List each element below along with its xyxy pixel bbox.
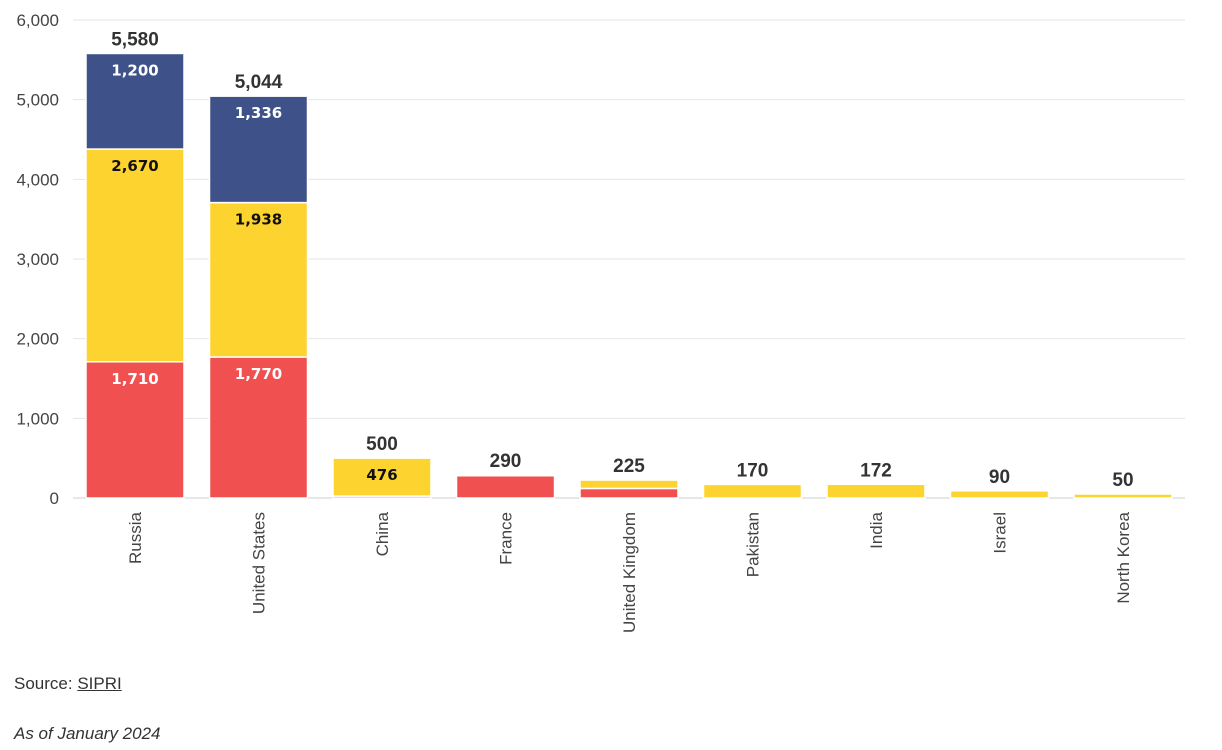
x-tick-label: France xyxy=(497,512,516,565)
bar-red-united-states xyxy=(208,356,309,499)
total-label: 170 xyxy=(737,460,769,481)
bar-blue-united-states xyxy=(208,95,309,204)
segment-label: 2,670 xyxy=(111,157,158,175)
bar-yellow-north-korea xyxy=(1073,493,1173,499)
segment-label: 1,200 xyxy=(111,61,158,79)
total-label: 5,044 xyxy=(235,72,283,93)
total-label: 290 xyxy=(490,451,522,472)
x-tick-label: United Kingdom xyxy=(620,512,639,633)
bar-yellow-india xyxy=(826,483,926,499)
y-tick-label: 1,000 xyxy=(16,409,59,428)
bar-yellow-united-states xyxy=(208,201,309,358)
segment-label: 1,336 xyxy=(235,104,282,122)
x-tick-label: Pakistan xyxy=(744,512,763,577)
segment-label: 1,938 xyxy=(235,211,282,229)
x-tick-label: North Korea xyxy=(1114,511,1133,603)
x-tick-label: Russia xyxy=(126,511,145,564)
bar-yellow-united-kingdom xyxy=(579,479,679,490)
x-tick-label: India xyxy=(867,511,886,548)
chart-svg: 0 1,000 2,000 3,000 4,000 5,000 6,000 1,710 2,67… xyxy=(16,11,1185,633)
y-tick-label: 5,000 xyxy=(16,91,59,110)
y-tick-label: 3,000 xyxy=(16,250,59,269)
total-label: 172 xyxy=(860,460,892,481)
total-label: 50 xyxy=(1112,470,1133,491)
x-tick-label: Israel xyxy=(991,512,1010,554)
segment-label: 476 xyxy=(366,466,397,484)
bar-yellow-france xyxy=(455,474,556,477)
total-label: 90 xyxy=(989,467,1010,488)
bar-yellow-china xyxy=(332,457,432,497)
bar-red-united-kingdom xyxy=(579,487,679,499)
source-prefix: Source: xyxy=(14,674,78,693)
y-tick-label: 4,000 xyxy=(16,170,59,189)
y-tick-label: 0 xyxy=(50,489,59,508)
total-label: 225 xyxy=(613,456,645,477)
x-tick-label: China xyxy=(373,511,392,556)
total-label: 500 xyxy=(366,434,398,455)
y-tick-label: 6,000 xyxy=(16,11,59,30)
date-note: As of January 2024 xyxy=(14,724,161,743)
bar-yellow-israel xyxy=(949,490,1050,499)
segment-label: 1,770 xyxy=(235,365,282,383)
segment-label: 1,710 xyxy=(111,370,158,388)
x-tick-label: United States xyxy=(250,512,269,614)
total-label: 5,580 xyxy=(111,29,159,50)
bar-yellow-russia xyxy=(85,148,185,363)
bar-blue-russia xyxy=(85,52,185,150)
source-link[interactable]: SIPRI xyxy=(77,674,122,693)
bar-yellow-pakistan xyxy=(702,483,803,499)
y-tick-label: 2,000 xyxy=(16,330,59,349)
source-line: Source: SIPRI xyxy=(14,674,122,694)
bar-red-russia xyxy=(85,361,185,499)
bar-red-france xyxy=(455,474,556,499)
